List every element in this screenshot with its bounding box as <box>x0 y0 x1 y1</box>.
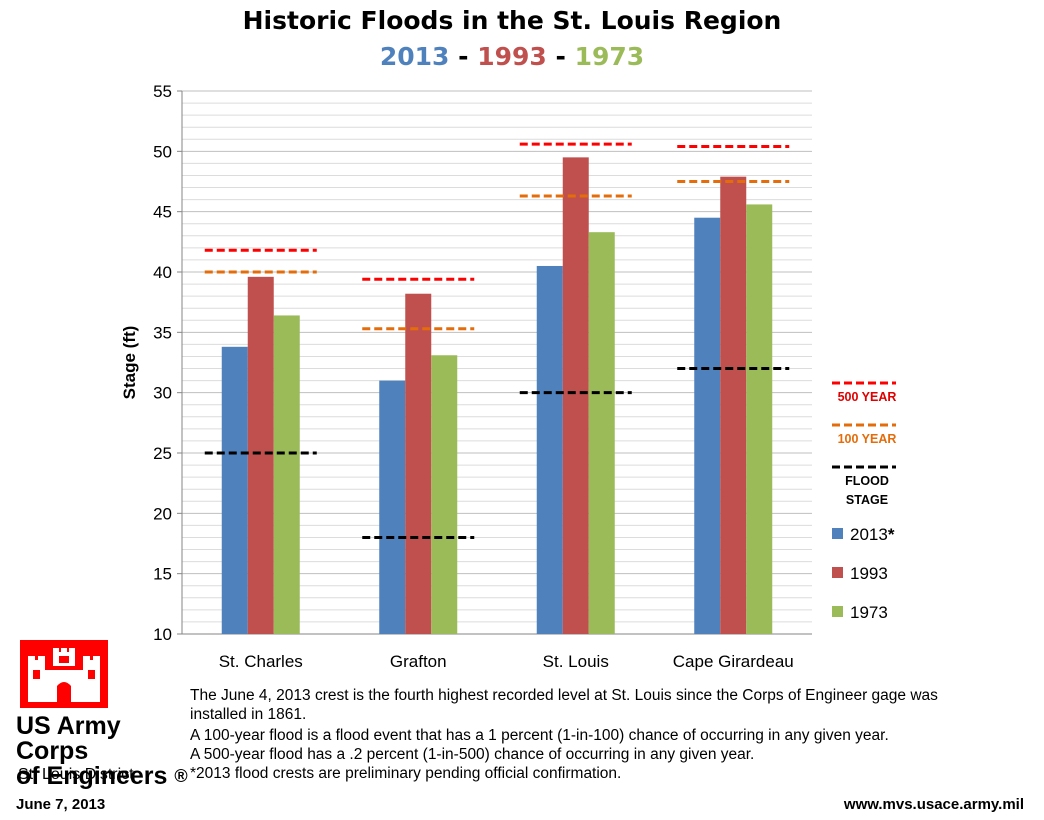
legend-label: 100 YEAR <box>838 432 897 446</box>
x-tick-label: St. Charles <box>219 652 303 671</box>
note-preliminary: *2013 flood crests are preliminary pendi… <box>190 765 622 782</box>
legend-label-2013: 2013* <box>850 525 895 544</box>
org-line-2: of Engineers ® <box>16 764 196 789</box>
y-tick-label: 30 <box>153 384 172 403</box>
chart-subtitle: 2013 - 1993 - 1973 <box>0 42 1024 71</box>
bar-2013-3 <box>694 217 721 634</box>
bar-1973-0 <box>273 315 300 634</box>
legend-label: STAGE <box>846 493 888 507</box>
website-link[interactable]: www.mvs.usace.army.mil <box>843 796 1024 813</box>
y-tick-label: 55 <box>153 82 172 101</box>
legend-label: 500 YEAR <box>838 390 897 404</box>
bar-2013-2 <box>536 265 563 634</box>
y-tick-label: 45 <box>153 203 172 222</box>
bar-1993-0 <box>247 276 274 634</box>
y-tick-label: 25 <box>153 444 172 463</box>
district-name: St. Louis District <box>18 766 134 783</box>
legend-label: FLOOD <box>845 474 889 488</box>
legend-swatch-1973 <box>832 606 843 617</box>
org-line-1: US Army Corps <box>16 712 121 765</box>
bar-1993-2 <box>562 157 589 634</box>
y-tick-label: 10 <box>153 625 172 644</box>
legend-swatch-1993 <box>832 567 843 578</box>
subtitle-part: 2013 <box>379 42 450 71</box>
y-tick-label: 15 <box>153 565 172 584</box>
note-100-year: A 100-year flood is a flood event that h… <box>190 727 889 744</box>
bar-1973-3 <box>746 204 773 634</box>
legend-swatch-2013 <box>832 528 843 539</box>
y-tick-label: 20 <box>153 504 172 523</box>
bar-1973-2 <box>588 232 615 634</box>
y-tick-label: 50 <box>153 142 172 161</box>
legend-label-1993: 1993 <box>850 564 888 583</box>
bar-2013-1 <box>379 380 406 634</box>
castle-icon <box>20 640 108 708</box>
bar-2013-0 <box>221 346 248 634</box>
subtitle-part: - <box>546 42 575 71</box>
chart-title: Historic Floods in the St. Louis Region <box>242 6 782 35</box>
registered-mark: ® <box>174 766 188 786</box>
y-axis-label: Stage (ft) <box>120 326 139 400</box>
legend-label-1973: 1973 <box>850 603 888 622</box>
x-tick-label: St. Louis <box>543 652 609 671</box>
subtitle-part: 1993 <box>477 42 547 71</box>
org-name: US Army Corps of Engineers ® <box>16 714 196 789</box>
subtitle-part: 1973 <box>574 42 645 71</box>
x-tick-label: Cape Girardeau <box>673 652 794 671</box>
y-tick-label: 35 <box>153 323 172 342</box>
publish-date: June 7, 2013 <box>16 796 106 813</box>
org-line-2-text: of Engineers <box>16 762 168 790</box>
note-crest: The June 4, 2013 crest is the fourth hig… <box>190 687 938 723</box>
bar-1973-1 <box>431 355 458 634</box>
x-tick-label: Grafton <box>390 652 447 671</box>
bar-1993-3 <box>720 176 747 634</box>
y-tick-label: 40 <box>153 263 172 282</box>
bar-chart: 10 15 20 25 30 35 40 45 50 55 Stage (ft) St. Charle… <box>120 82 897 671</box>
bar-1993-1 <box>405 293 432 634</box>
note-500-year: A 500-year flood has a .2 percent (1-in-… <box>190 746 755 763</box>
subtitle-part: - <box>449 42 478 71</box>
